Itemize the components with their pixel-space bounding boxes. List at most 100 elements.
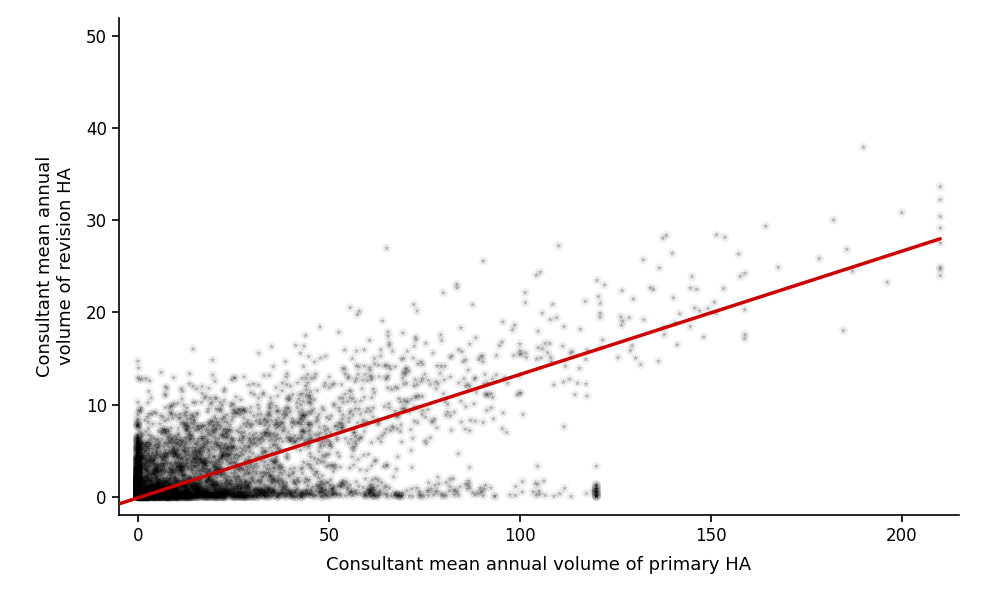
Point bbox=[216, 492, 231, 501]
Point bbox=[205, 481, 221, 490]
Point bbox=[310, 467, 325, 477]
Point bbox=[208, 404, 224, 414]
Point bbox=[248, 416, 264, 426]
Point bbox=[273, 419, 289, 428]
Point bbox=[130, 481, 145, 491]
Point bbox=[155, 474, 171, 484]
Point bbox=[215, 451, 230, 460]
Point bbox=[162, 492, 178, 501]
Point bbox=[262, 443, 278, 452]
Point bbox=[313, 440, 328, 449]
Point bbox=[224, 447, 239, 456]
Point bbox=[262, 488, 278, 497]
Point bbox=[152, 492, 168, 501]
Point bbox=[147, 483, 163, 493]
Point bbox=[148, 482, 164, 491]
Point bbox=[130, 477, 145, 487]
Point bbox=[130, 487, 145, 497]
Point bbox=[130, 485, 145, 494]
Point bbox=[189, 408, 205, 418]
Point bbox=[395, 488, 410, 498]
Point bbox=[278, 492, 294, 501]
Point bbox=[178, 419, 194, 429]
Point bbox=[189, 484, 205, 493]
Point bbox=[279, 432, 295, 442]
Point bbox=[271, 461, 287, 471]
Point bbox=[135, 451, 151, 460]
Point bbox=[130, 484, 145, 493]
Point bbox=[195, 422, 211, 431]
Point bbox=[237, 482, 253, 492]
Point bbox=[130, 491, 145, 500]
Point bbox=[283, 381, 299, 391]
Point bbox=[466, 399, 482, 408]
Point bbox=[195, 487, 211, 497]
Point bbox=[256, 490, 272, 499]
Point bbox=[160, 492, 176, 501]
Point bbox=[346, 428, 362, 437]
Point bbox=[146, 490, 162, 499]
Point bbox=[134, 488, 149, 497]
Point bbox=[224, 485, 239, 494]
Point bbox=[158, 483, 174, 493]
Point bbox=[682, 322, 698, 332]
Point bbox=[233, 463, 249, 472]
Point bbox=[151, 488, 167, 497]
Point bbox=[348, 374, 364, 384]
Point bbox=[247, 478, 263, 488]
Point bbox=[133, 490, 148, 500]
Point bbox=[188, 491, 204, 500]
Point bbox=[208, 414, 224, 423]
Point bbox=[708, 230, 724, 240]
Point bbox=[299, 391, 315, 400]
Point bbox=[143, 482, 159, 492]
Point bbox=[182, 435, 198, 445]
Point bbox=[130, 474, 145, 484]
Point bbox=[146, 491, 162, 501]
Point bbox=[266, 463, 282, 472]
Point bbox=[241, 486, 257, 496]
Point bbox=[212, 458, 227, 467]
Point bbox=[191, 434, 207, 443]
Point bbox=[322, 440, 338, 450]
Point bbox=[194, 489, 210, 498]
Point bbox=[530, 480, 546, 489]
Point bbox=[399, 486, 414, 496]
Point bbox=[160, 485, 176, 495]
Point bbox=[148, 465, 164, 474]
Point bbox=[140, 449, 156, 458]
Point bbox=[197, 484, 213, 493]
Point bbox=[317, 352, 333, 361]
Point bbox=[148, 443, 164, 453]
Point bbox=[154, 492, 170, 501]
Point bbox=[220, 487, 235, 497]
Point bbox=[177, 443, 193, 452]
Point bbox=[142, 492, 158, 501]
Point bbox=[253, 409, 269, 419]
Point bbox=[213, 477, 228, 486]
Point bbox=[159, 485, 175, 494]
Point bbox=[201, 471, 217, 481]
Point bbox=[150, 492, 166, 501]
Point bbox=[137, 464, 153, 473]
Point bbox=[151, 491, 167, 500]
Point bbox=[133, 448, 148, 458]
Point bbox=[138, 486, 154, 496]
Point bbox=[176, 446, 192, 455]
Point bbox=[225, 492, 240, 501]
Point bbox=[194, 469, 210, 479]
Point bbox=[137, 491, 153, 500]
Point bbox=[133, 445, 148, 455]
Point bbox=[161, 492, 177, 501]
Point bbox=[414, 410, 430, 419]
Point bbox=[254, 472, 270, 482]
Point bbox=[130, 484, 145, 494]
Point bbox=[133, 488, 148, 497]
Point bbox=[429, 423, 445, 433]
Point bbox=[179, 485, 195, 495]
Point bbox=[130, 478, 145, 488]
Point bbox=[275, 469, 291, 479]
Point bbox=[208, 484, 224, 493]
Point bbox=[153, 490, 169, 500]
Point bbox=[167, 472, 183, 482]
